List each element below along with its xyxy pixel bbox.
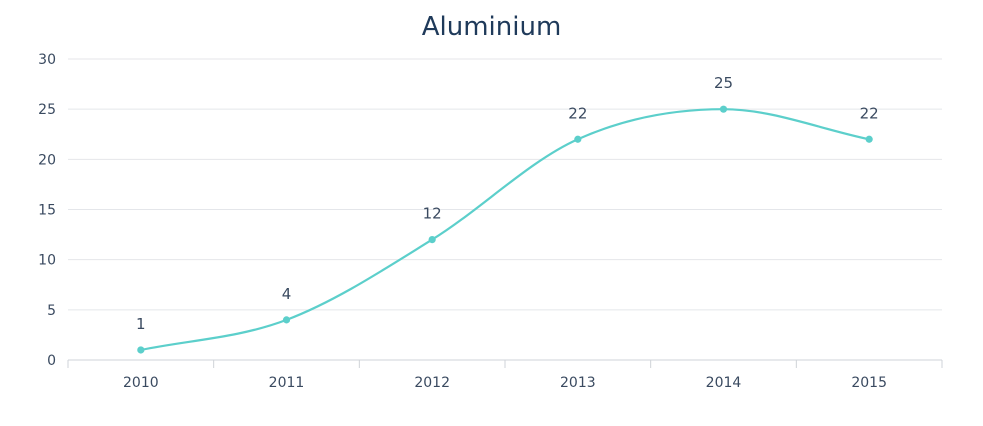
data-label: 1 [136,315,146,333]
data-label: 22 [860,104,879,122]
y-tick-label: 10 [38,253,56,269]
y-tick-label: 25 [38,102,56,118]
x-tick-label: 2012 [414,375,450,391]
data-label: 25 [714,74,733,92]
data-point [282,316,291,324]
x-tick-label: 2011 [269,375,305,391]
series-line [140,108,870,352]
chart-title: Aluminium [421,12,562,42]
x-tick-label: 2013 [560,375,596,391]
y-tick-label: 0 [47,353,56,369]
data-point [719,105,728,113]
y-tick-label: 30 [38,52,56,68]
y-tick-label: 15 [38,203,56,219]
y-tick-label: 20 [38,152,56,168]
data-point [428,236,436,244]
data-label: 12 [423,205,442,223]
data-label: 22 [568,104,587,122]
data-label: 4 [282,285,292,303]
y-tick-label: 5 [47,303,56,319]
data-point [865,135,873,143]
data-point [137,346,145,354]
x-tick-label: 2010 [123,375,159,391]
data-point [574,135,582,143]
x-tick-label: 2014 [706,375,742,391]
x-tick-label: 2015 [851,375,887,391]
